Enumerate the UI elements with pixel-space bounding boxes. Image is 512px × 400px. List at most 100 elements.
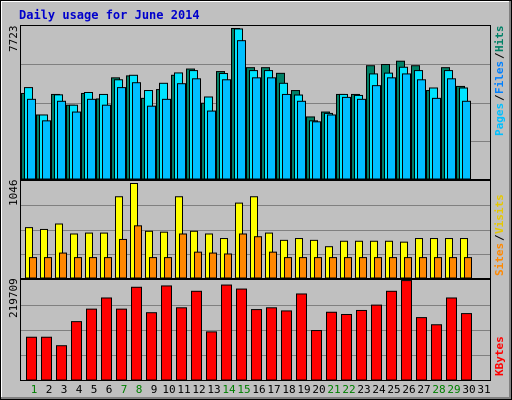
bar-pages-day-30 xyxy=(462,100,471,180)
bar-kbytes-day-1 xyxy=(26,336,37,381)
bar-pages-day-27 xyxy=(417,79,426,180)
bar-kbytes-day-15 xyxy=(236,288,247,381)
bar-pages-day-3 xyxy=(57,100,66,180)
day-labels: 1 2 3 4 5 6 7 8 9 10 11 12 13 14 15 16 17 18 19 20 21 22 23 24 2… xyxy=(31,383,491,396)
bar-kbytes-day-25 xyxy=(386,290,397,381)
bar-kbytes-day-14 xyxy=(221,284,232,381)
day-label: 16 xyxy=(252,383,265,396)
day-label: 9 xyxy=(151,383,158,396)
day-label: 1 xyxy=(31,383,38,396)
bar-kbytes-day-8 xyxy=(131,286,142,381)
bar-kbytes-day-13 xyxy=(206,331,217,381)
bar-pages-day-8 xyxy=(132,82,141,180)
bar-sites-day-13 xyxy=(209,252,217,279)
bar-sites-day-15 xyxy=(239,233,247,279)
bar-pages-day-5 xyxy=(87,98,96,180)
bar-sites-day-28 xyxy=(434,257,442,279)
day-label: 10 xyxy=(162,383,175,396)
bar-sites-day-19 xyxy=(299,257,307,279)
bar-sites-day-5 xyxy=(89,257,97,279)
bar-kbytes-day-21 xyxy=(326,311,337,381)
bar-kbytes-day-19 xyxy=(296,293,307,381)
legend-kbytes: KBytes xyxy=(493,336,506,376)
bar-kbytes-day-3 xyxy=(56,345,67,381)
bar-pages-day-15 xyxy=(237,40,246,180)
bar-kbytes-day-9 xyxy=(146,312,157,381)
bar-kbytes-day-6 xyxy=(101,297,112,381)
bar-sites-day-23 xyxy=(359,257,367,279)
bar-kbytes-day-20 xyxy=(311,330,322,381)
panel-visits xyxy=(20,180,491,279)
legend-sites-visits: Sites /Visits xyxy=(493,194,506,276)
day-label: 22 xyxy=(342,383,355,396)
bar-sites-day-20 xyxy=(314,257,322,279)
bar-kbytes-day-17 xyxy=(266,307,277,381)
bar-kbytes-day-12 xyxy=(191,290,202,381)
day-label: 14 xyxy=(222,383,236,396)
bar-kbytes-day-16 xyxy=(251,309,262,381)
day-label: 26 xyxy=(402,383,415,396)
legend-separator: / xyxy=(493,94,506,101)
day-label: 21 xyxy=(327,383,340,396)
bar-sites-day-4 xyxy=(74,257,82,279)
bar-pages-day-6 xyxy=(102,104,111,180)
bar-kbytes-day-28 xyxy=(431,324,442,381)
legend-files: Files xyxy=(493,61,506,94)
day-label: 31 xyxy=(477,383,490,396)
bar-sites-day-10 xyxy=(164,257,172,279)
legend-separator: / xyxy=(493,52,506,59)
bar-pages-day-19 xyxy=(297,100,306,180)
bar-sites-day-2 xyxy=(44,257,52,279)
legend-hits: Hits xyxy=(493,26,506,53)
bar-sites-day-8 xyxy=(134,225,142,279)
ymax-label-kbytes: 219709 xyxy=(7,278,20,318)
bar-sites-day-11 xyxy=(179,233,187,279)
bar-sites-day-6 xyxy=(104,257,112,279)
legend-pages: Pages xyxy=(493,103,506,136)
bar-kbytes-day-5 xyxy=(86,308,97,381)
day-label: 20 xyxy=(312,383,325,396)
day-label: 15 xyxy=(237,383,250,396)
bar-sites-day-14 xyxy=(224,253,232,279)
day-label: 8 xyxy=(136,383,143,396)
bar-pages-day-16 xyxy=(252,77,261,180)
bar-sites-day-18 xyxy=(284,257,292,279)
legend-sites: Sites xyxy=(493,243,506,276)
bar-pages-day-11 xyxy=(177,83,186,180)
bar-pages-day-7 xyxy=(117,87,126,180)
bar-pages-day-10 xyxy=(162,98,171,180)
day-label: 30 xyxy=(462,383,475,396)
bar-pages-day-20 xyxy=(312,121,321,180)
day-label: 4 xyxy=(76,383,83,396)
day-label: 17 xyxy=(267,383,280,396)
chart-title: Daily usage for June 2014 xyxy=(19,8,200,22)
bar-kbytes-day-27 xyxy=(416,317,427,381)
day-label: 5 xyxy=(91,383,98,396)
bar-sites-day-24 xyxy=(374,257,382,279)
day-label: 2 xyxy=(46,383,53,396)
day-label: 12 xyxy=(192,383,205,396)
day-label: 28 xyxy=(432,383,445,396)
ymax-label-visits: 1046 xyxy=(7,180,20,207)
bar-pages-day-28 xyxy=(432,97,441,180)
bar-sites-day-9 xyxy=(149,257,157,279)
panel-hits xyxy=(20,25,491,180)
bar-pages-day-18 xyxy=(282,93,291,180)
bar-pages-day-21 xyxy=(327,114,336,180)
bar-pages-day-26 xyxy=(402,73,411,180)
day-label: 7 xyxy=(121,383,128,396)
bar-pages-day-12 xyxy=(192,78,201,180)
frame-highlight-top xyxy=(1,1,511,2)
day-label: 19 xyxy=(297,383,310,396)
bar-pages-day-2 xyxy=(42,120,51,180)
frame-shadow-right xyxy=(509,1,511,399)
bar-pages-day-4 xyxy=(72,111,81,180)
bar-sites-day-27 xyxy=(419,257,427,279)
bar-kbytes-day-26 xyxy=(401,280,412,381)
day-label: 24 xyxy=(372,383,386,396)
day-label: 29 xyxy=(447,383,460,396)
bar-sites-day-3 xyxy=(59,252,67,279)
day-label: 11 xyxy=(177,383,190,396)
bar-kbytes-day-29 xyxy=(446,297,457,381)
